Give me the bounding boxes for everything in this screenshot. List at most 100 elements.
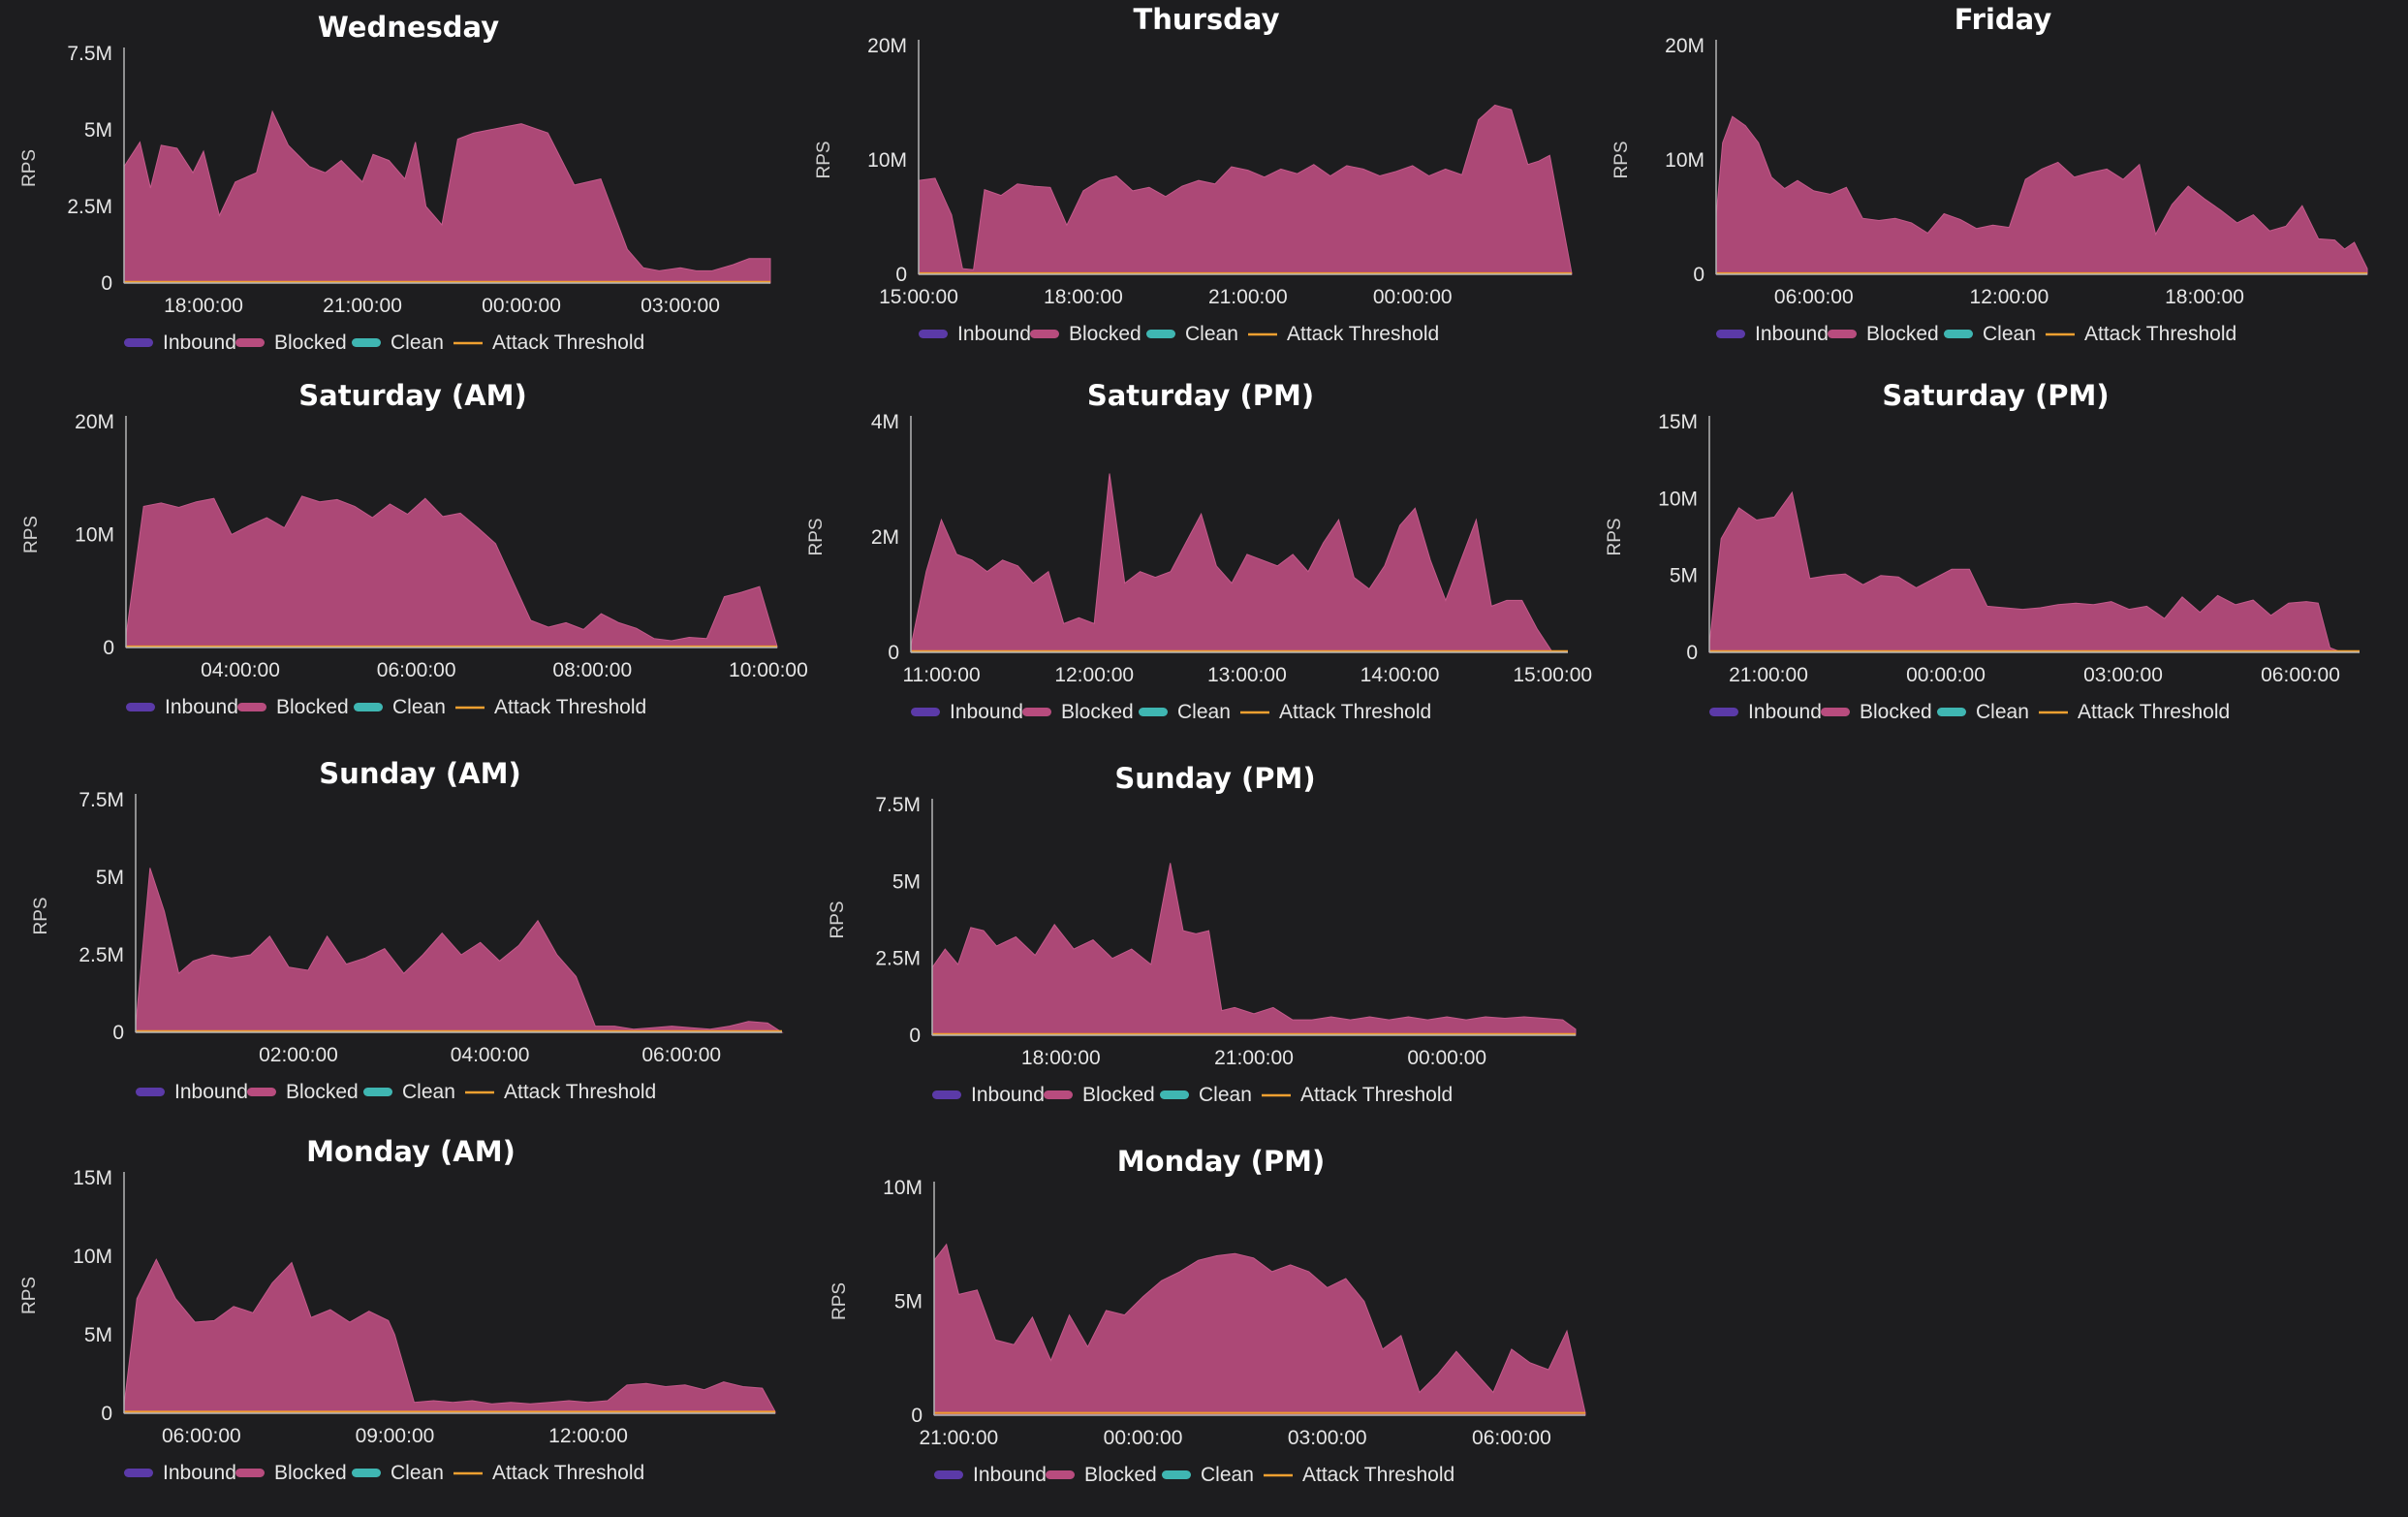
series-area-blocked: [933, 1243, 1586, 1416]
legend-label-clean: Clean: [1199, 1084, 1252, 1106]
chart-title: Thursday: [1134, 3, 1280, 36]
legend-swatch-blocked: [247, 1088, 276, 1096]
legend-label-threshold: Attack Threshold: [1300, 1084, 1453, 1106]
legend-item-clean[interactable]: Clean: [1162, 1464, 1254, 1486]
legend-item-threshold[interactable]: Attack Threshold: [2046, 323, 2236, 345]
legend-item-blocked[interactable]: Blocked: [235, 332, 347, 354]
x-tick-label: 18:00:00: [1021, 1047, 1101, 1069]
y-tick-label: 4M: [871, 411, 899, 433]
legend-label-threshold: Attack Threshold: [492, 332, 644, 354]
x-tick-label: 06:00:00: [2261, 664, 2340, 686]
series-area-blocked: [1708, 490, 2342, 653]
legend-item-threshold[interactable]: Attack Threshold: [465, 1081, 656, 1103]
legend-item-clean[interactable]: Clean: [1146, 323, 1238, 345]
y-tick-label: 0: [911, 1405, 923, 1427]
x-tick-label: 06:00:00: [641, 1044, 721, 1066]
legend-item-clean[interactable]: Clean: [1160, 1084, 1252, 1106]
legend-item-blocked[interactable]: Blocked: [235, 1462, 347, 1484]
y-tick-label: 5M: [84, 119, 112, 142]
legend-label-threshold: Attack Threshold: [504, 1081, 656, 1103]
legend-item-inbound[interactable]: Inbound: [136, 1081, 248, 1103]
legend-label-blocked: Blocked: [1860, 701, 1932, 723]
legend-item-inbound[interactable]: Inbound: [934, 1464, 1047, 1486]
chart-svg: Sunday (AM) RPS 0 2.5M 5M 7.5M 02:00:00 04:00:0…: [31, 757, 784, 1103]
x-tick-label: 12:00:00: [1054, 664, 1134, 686]
legend-item-blocked[interactable]: Blocked: [1046, 1464, 1157, 1486]
legend-label-clean: Clean: [1201, 1464, 1254, 1486]
legend-item-blocked[interactable]: Blocked: [1022, 701, 1134, 723]
chart-svg: Thursday RPS 0 10M 20M 15:00:00 18:00:00 21:00:…: [814, 3, 1573, 345]
legend-item-clean[interactable]: Clean: [1944, 323, 2036, 345]
x-tick-label: 03:00:00: [2083, 664, 2163, 686]
legend-item-blocked[interactable]: Blocked: [1821, 701, 1932, 723]
x-tick-label: 00:00:00: [482, 295, 561, 317]
legend-label-inbound: Inbound: [971, 1084, 1045, 1106]
legend-item-threshold[interactable]: Attack Threshold: [2039, 701, 2230, 723]
legend-item-clean[interactable]: Clean: [363, 1081, 455, 1103]
legend-item-clean[interactable]: Clean: [352, 1462, 444, 1484]
legend-item-threshold[interactable]: Attack Threshold: [453, 332, 644, 354]
chart-svg: Saturday (PM) RPS 0 2M 4M 11:00:00 12:00:00 13:…: [806, 379, 1592, 723]
legend-item-threshold[interactable]: Attack Threshold: [1264, 1464, 1454, 1486]
x-tick-label: 15:00:00: [1513, 664, 1592, 686]
x-tick-label: 06:00:00: [1774, 286, 1854, 308]
legend-item-inbound[interactable]: Inbound: [124, 332, 236, 354]
x-tick-label: 13:00:00: [1207, 664, 1287, 686]
x-tick-label: 09:00:00: [356, 1425, 435, 1447]
x-tick-label: 00:00:00: [1104, 1427, 1183, 1449]
legend-swatch-inbound: [919, 330, 948, 338]
legend-label-threshold: Attack Threshold: [2078, 701, 2230, 723]
legend-item-threshold[interactable]: Attack Threshold: [1262, 1084, 1453, 1106]
legend-swatch-blocked: [1044, 1090, 1073, 1099]
legend-item-inbound[interactable]: Inbound: [932, 1084, 1045, 1106]
legend-item-blocked[interactable]: Blocked: [237, 696, 349, 718]
y-tick-label: 5M: [84, 1324, 112, 1346]
legend-item-inbound[interactable]: Inbound: [919, 323, 1031, 345]
chart-title: Monday (PM): [1117, 1145, 1325, 1178]
chart-panel: Sunday (AM) RPS 0 2.5M 5M 7.5M 02:00:00 04:00:0…: [0, 756, 804, 1134]
legend-label-clean: Clean: [1976, 701, 2029, 723]
legend-item-inbound[interactable]: Inbound: [911, 701, 1023, 723]
legend-label-clean: Clean: [392, 696, 446, 718]
y-axis-label: RPS: [19, 149, 40, 187]
legend-item-clean[interactable]: Clean: [354, 696, 446, 718]
legend-label-blocked: Blocked: [1069, 323, 1141, 345]
legend-item-blocked[interactable]: Blocked: [1044, 1084, 1155, 1106]
legend-swatch-inbound: [932, 1090, 961, 1099]
y-tick-label: 10M: [75, 524, 114, 547]
legend-item-clean[interactable]: Clean: [1937, 701, 2029, 723]
legend-label-clean: Clean: [391, 332, 444, 354]
legend-item-clean[interactable]: Clean: [352, 332, 444, 354]
x-tick-label: 21:00:00: [919, 1427, 998, 1449]
x-tick-label: 06:00:00: [162, 1425, 241, 1447]
x-tick-label: 15:00:00: [879, 286, 958, 308]
legend-swatch-clean: [1937, 708, 1966, 716]
legend-label-blocked: Blocked: [1084, 1464, 1157, 1486]
legend-item-blocked[interactable]: Blocked: [1030, 323, 1141, 345]
legend-item-threshold[interactable]: Attack Threshold: [453, 1462, 644, 1484]
y-tick-label: 7.5M: [78, 789, 124, 811]
y-axis-label: RPS: [19, 1277, 40, 1314]
chart-svg: Wednesday RPS 0 2.5M 5M 7.5M 18:00:00 21:00:00 0…: [19, 11, 771, 354]
x-tick-label: 21:00:00: [1729, 664, 1808, 686]
legend-item-blocked[interactable]: Blocked: [1828, 323, 1939, 345]
legend-item-inbound[interactable]: Inbound: [1716, 323, 1829, 345]
legend-item-inbound[interactable]: Inbound: [126, 696, 238, 718]
legend-label-inbound: Inbound: [973, 1464, 1047, 1486]
chart-svg: Sunday (PM) RPS 0 2.5M 5M 7.5M 18:00:00 21:00:0…: [828, 762, 1577, 1106]
y-tick-label: 5M: [894, 1291, 923, 1313]
series-area-blocked: [135, 868, 784, 1033]
x-tick-label: 02:00:00: [259, 1044, 338, 1066]
chart-svg: Saturday (PM) RPS 0 5M 10M 15M 21:00:00 00:00:0…: [1605, 379, 2360, 723]
legend-item-blocked[interactable]: Blocked: [247, 1081, 359, 1103]
y-tick-label: 2.5M: [67, 196, 112, 218]
legend-item-inbound[interactable]: Inbound: [1709, 701, 1822, 723]
legend-item-inbound[interactable]: Inbound: [124, 1462, 236, 1484]
x-tick-label: 10:00:00: [729, 659, 808, 681]
legend-swatch-clean: [1146, 330, 1175, 338]
legend-swatch-inbound: [136, 1088, 165, 1096]
legend-item-threshold[interactable]: Attack Threshold: [455, 696, 646, 718]
legend-item-threshold[interactable]: Attack Threshold: [1240, 701, 1431, 723]
legend-item-threshold[interactable]: Attack Threshold: [1248, 323, 1439, 345]
legend-item-clean[interactable]: Clean: [1139, 701, 1231, 723]
